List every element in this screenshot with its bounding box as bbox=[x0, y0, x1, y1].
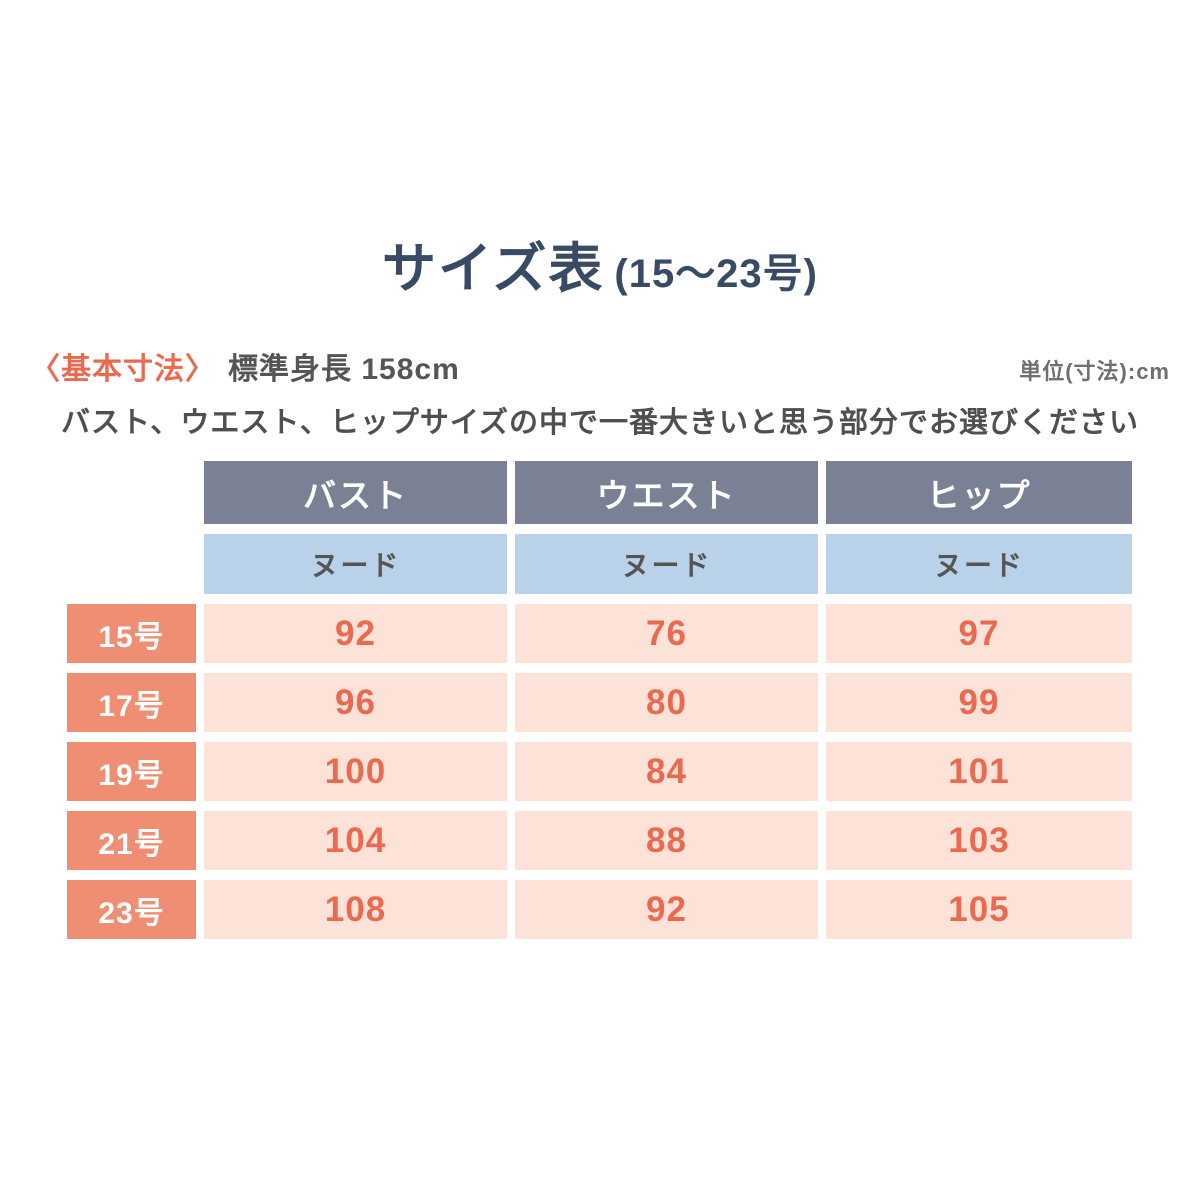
row-label-size-17: 17号 bbox=[67, 673, 196, 732]
cell-21-waist: 88 bbox=[515, 811, 818, 870]
cell-17-hip: 99 bbox=[826, 673, 1132, 732]
basic-dimensions-label: 〈基本寸法〉 bbox=[30, 353, 216, 386]
corner-spacer bbox=[67, 534, 196, 594]
column-header-waist: ウエスト bbox=[515, 461, 818, 524]
cell-19-hip: 101 bbox=[826, 742, 1132, 801]
cell-17-waist: 80 bbox=[515, 673, 818, 732]
title-size-range: (15〜23号) bbox=[614, 252, 818, 296]
cell-23-hip: 105 bbox=[826, 880, 1132, 939]
corner-spacer bbox=[67, 461, 196, 524]
info-row: 〈基本寸法〉 標準身長 158cm 単位(寸法):cm bbox=[0, 344, 1200, 388]
cell-15-waist: 76 bbox=[515, 604, 818, 663]
column-header-hip: ヒップ bbox=[826, 461, 1132, 524]
page-title: サイズ表 (15〜23号) bbox=[0, 238, 1200, 300]
cell-17-bust: 96 bbox=[204, 673, 507, 732]
sub-header-bust-nude: ヌード bbox=[204, 534, 507, 594]
row-label-size-19: 19号 bbox=[67, 742, 196, 801]
cell-23-bust: 108 bbox=[204, 880, 507, 939]
instruction-text: バスト、ウエスト、ヒップサイズの中で一番大きいと思う部分でお選びください bbox=[61, 407, 1139, 439]
title-text: サイズ表 bbox=[381, 239, 605, 299]
cell-21-hip: 103 bbox=[826, 811, 1132, 870]
sub-header-waist-nude: ヌード bbox=[515, 534, 818, 594]
cell-21-bust: 104 bbox=[204, 811, 507, 870]
cell-19-waist: 84 bbox=[515, 742, 818, 801]
row-label-size-21: 21号 bbox=[67, 811, 196, 870]
unit-label: 単位(寸法):cm bbox=[1019, 359, 1170, 384]
standard-height-label: 標準身長 158cm bbox=[228, 353, 460, 386]
cell-23-waist: 92 bbox=[515, 880, 818, 939]
sub-header-hip-nude: ヌード bbox=[826, 534, 1132, 594]
column-header-bust: バスト bbox=[204, 461, 507, 524]
cell-19-bust: 100 bbox=[204, 742, 507, 801]
row-label-size-15: 15号 bbox=[67, 604, 196, 663]
size-table: バスト ウエスト ヒップ ヌード ヌード ヌード 15号 92 76 97 17… bbox=[67, 461, 1132, 939]
cell-15-bust: 92 bbox=[204, 604, 507, 663]
row-label-size-23: 23号 bbox=[67, 880, 196, 939]
basic-dimensions: 〈基本寸法〉 標準身長 158cm bbox=[30, 344, 460, 388]
cell-15-hip: 97 bbox=[826, 604, 1132, 663]
